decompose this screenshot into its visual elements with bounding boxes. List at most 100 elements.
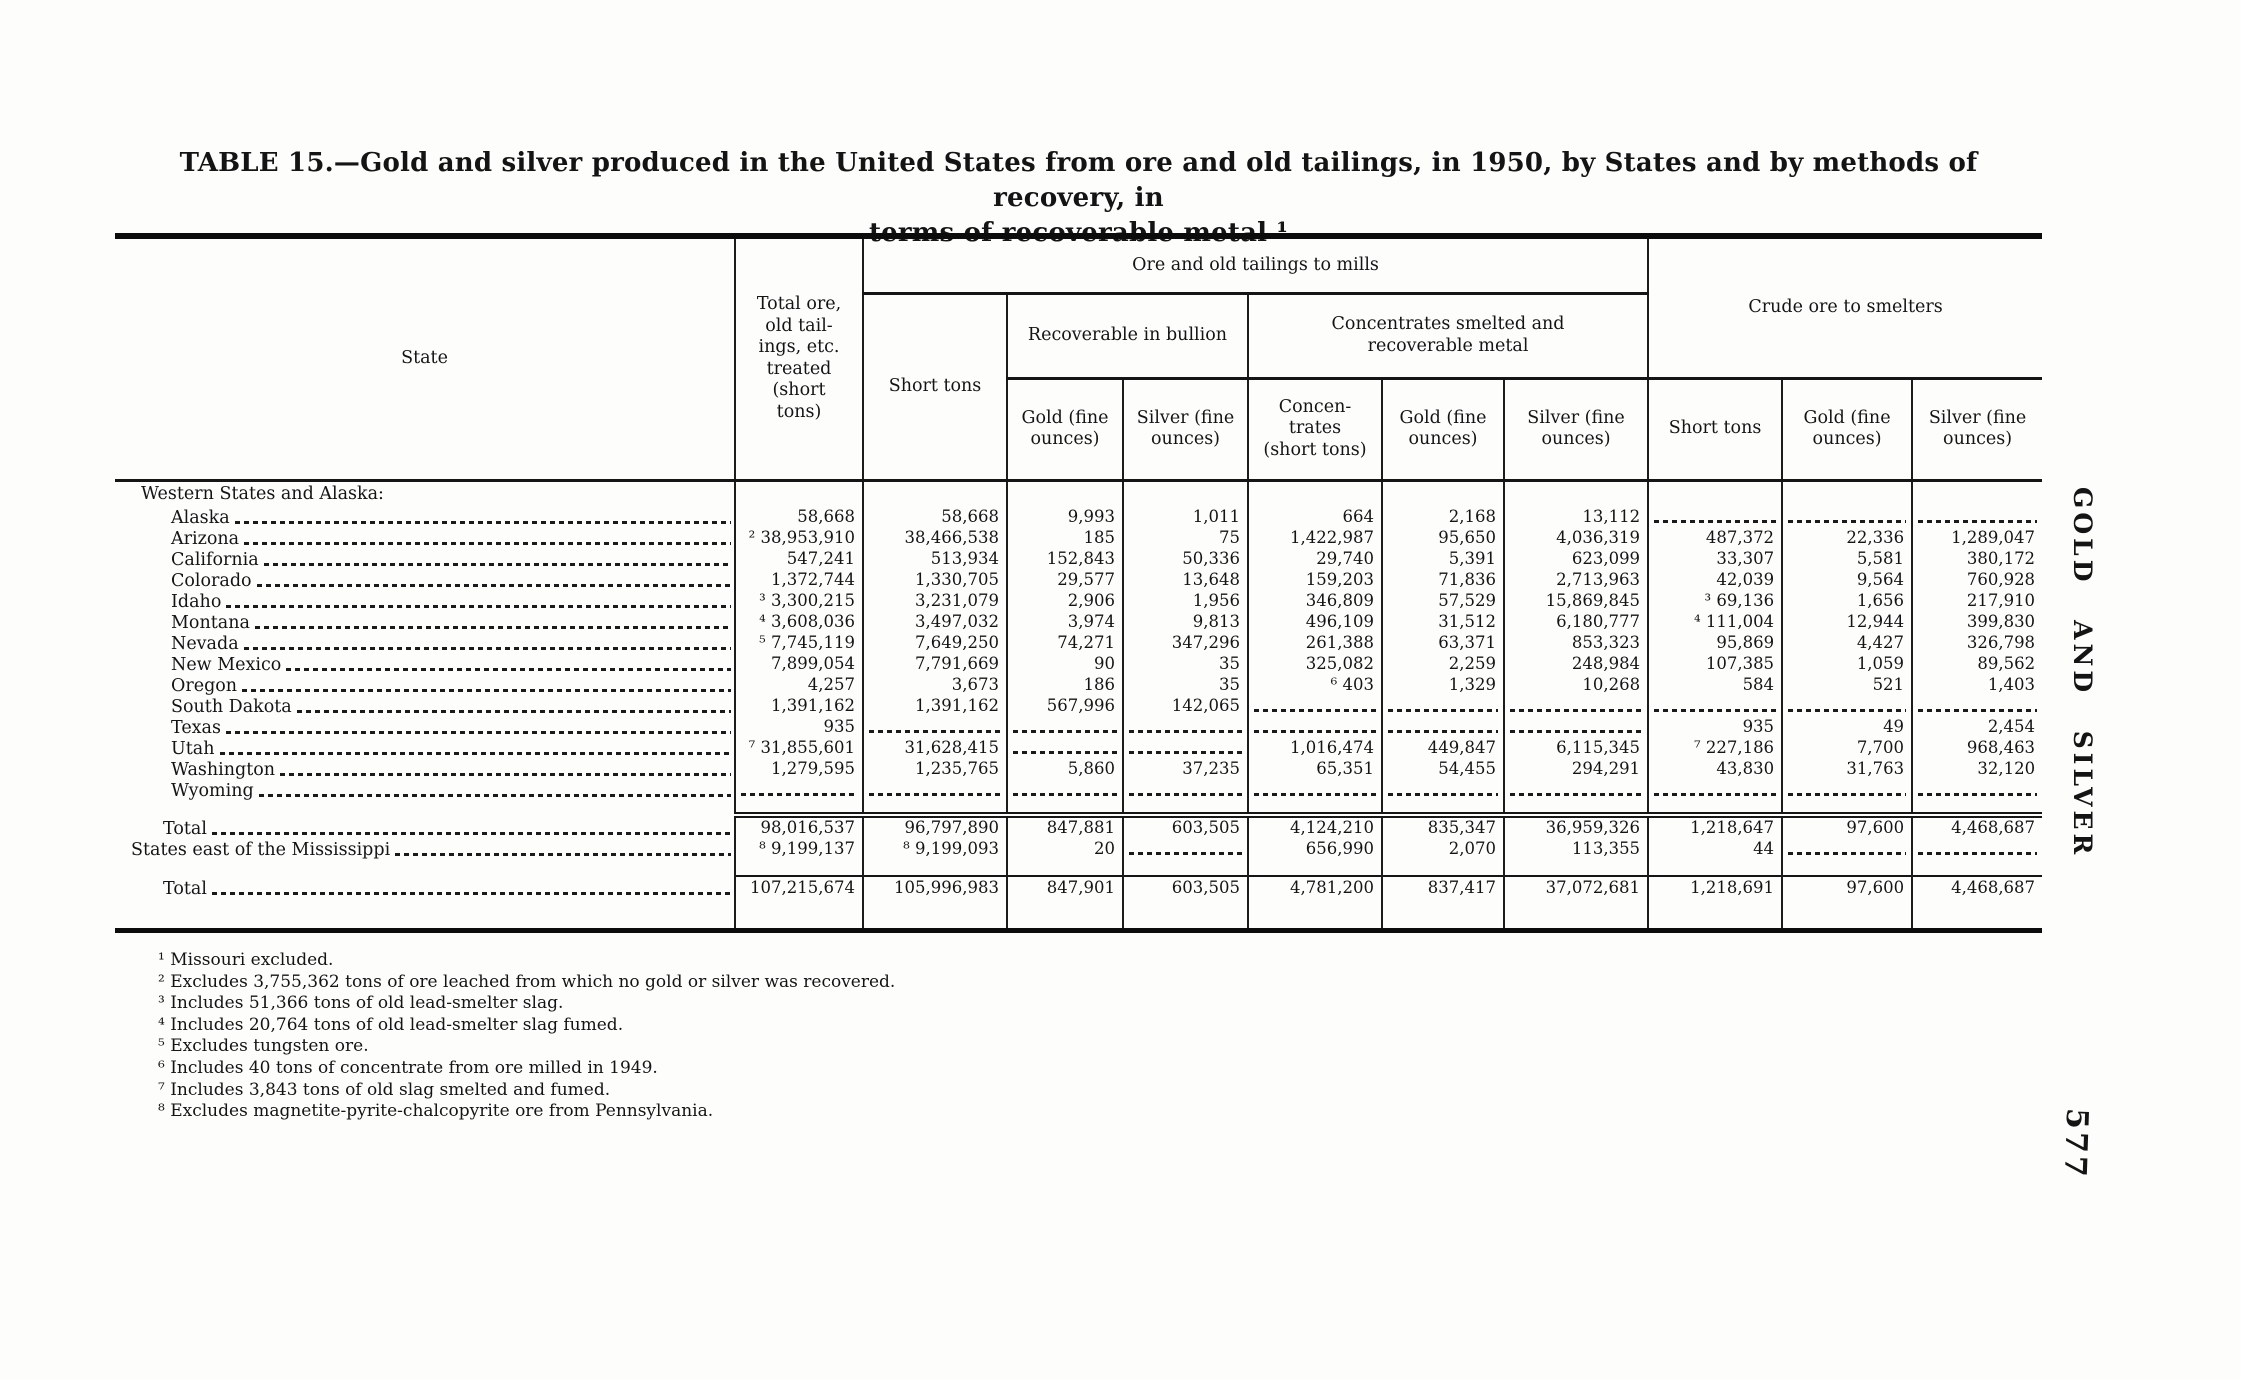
silver_bullion-cell: 37,235 (1122, 759, 1249, 780)
table-row: States east of the Mississippi ⁸ 9,199,13… (115, 838, 2043, 860)
mills_short_tons-cell: 105,996,983 (862, 874, 1008, 899)
concentrates-cell: 4,781,200 (1247, 874, 1383, 899)
concentrates-cell (1247, 696, 1383, 717)
footnote: ² Excludes 3,755,362 tons of ore leached… (158, 971, 896, 992)
row-label: States east of the Mississippi (115, 838, 736, 860)
spacer-cell (1647, 859, 1784, 876)
crude_short_tons-cell: 107,385 (1647, 654, 1784, 675)
dotted-leader (256, 584, 731, 587)
empty-dash (1510, 709, 1643, 712)
total_ore-cell: 58,668 (734, 507, 864, 528)
dotted-leader (254, 626, 731, 629)
silver_conc-cell: 37,072,681 (1502, 874, 1650, 899)
empty-dash (1129, 851, 1242, 855)
silver_bullion-cell: 142,065 (1122, 696, 1249, 717)
total_ore-cell: 935 (734, 717, 864, 738)
concentrates-cell (1247, 780, 1383, 801)
dotted-leader (226, 605, 731, 608)
row-label: Texas (115, 717, 736, 738)
mills_short_tons-cell: ⁸ 9,199,093 (862, 838, 1008, 860)
empty-dash (1788, 851, 1907, 855)
mills_short_tons-cell: 3,497,032 (862, 612, 1008, 633)
gold_crude-cell (1781, 780, 1914, 801)
silver_conc-cell: 4,036,319 (1502, 528, 1650, 549)
table-title-line1: TABLE 15.—Gold and silver produced in th… (179, 148, 1978, 213)
silver_bullion-cell (1122, 780, 1249, 801)
silver_bullion-cell (1122, 738, 1249, 759)
spacer-cell (1911, 898, 2043, 931)
row-label-text: Washington (171, 760, 276, 780)
row-label: Colorado (115, 570, 736, 591)
row-label: Arizona (115, 528, 736, 549)
gold_conc-cell: 71,836 (1381, 570, 1505, 591)
row-label-text: Montana (171, 613, 250, 633)
row-label: Total (115, 814, 736, 839)
row-label-text: Texas (171, 718, 221, 738)
spacer-cell (1122, 898, 1249, 931)
empty-dash (1388, 792, 1498, 796)
silver_crude-cell (1911, 780, 2043, 801)
table-row: New Mexico 7,899,054 7,791,669 90 35 325,082 2… (115, 654, 2043, 675)
concentrates-cell: 1,016,474 (1247, 738, 1383, 759)
column-header-total-ore: Total ore, old tail- ings, etc. treated … (734, 236, 864, 482)
gold_conc-cell: 837,417 (1381, 874, 1505, 899)
dotted-leader (211, 891, 731, 895)
gold_bullion-cell: 567,996 (1006, 696, 1124, 717)
mills_short_tons-cell: 513,934 (862, 549, 1008, 570)
concentrates-cell: 325,082 (1247, 654, 1383, 675)
footnote: ⁷ Includes 3,843 tons of old slag smelte… (158, 1079, 611, 1100)
row-label-text: Alaska (171, 508, 230, 528)
silver_bullion-cell: 35 (1122, 654, 1249, 675)
gold_conc-cell: 2,259 (1381, 654, 1505, 675)
total_ore-cell: 7,899,054 (734, 654, 864, 675)
gold_conc-cell: 54,455 (1381, 759, 1505, 780)
row-label-text: Nevada (171, 634, 239, 654)
row-label: Wyoming (115, 780, 736, 801)
table-row: Texas 935 935 49 2,454 (115, 717, 2043, 738)
row-label: Utah (115, 738, 736, 759)
silver_crude-cell: 217,910 (1911, 591, 2043, 612)
spacer-cell (1006, 859, 1124, 876)
gold_crude-cell (1781, 838, 1914, 860)
crude_short_tons-cell: 42,039 (1647, 570, 1784, 591)
empty-dash (1510, 792, 1643, 796)
footnote: ⁴ Includes 20,764 tons of old lead-smelt… (158, 1014, 624, 1035)
gold_bullion-cell: 90 (1006, 654, 1124, 675)
gold_bullion-cell: 847,901 (1006, 874, 1124, 899)
table-row: Utah ⁷ 31,855,601 31,628,415 1,016,474 449,8… (115, 738, 2043, 759)
table-row: Western States and Alaska: (115, 480, 2043, 507)
crude_short_tons-cell (1647, 480, 1784, 507)
silver_conc-cell: 2,713,963 (1502, 570, 1650, 591)
gold_bullion-cell: 847,881 (1006, 811, 1124, 839)
spacer-cell (1381, 898, 1505, 931)
silver_conc-cell (1502, 780, 1650, 801)
gold_conc-cell (1381, 696, 1505, 717)
gold_bullion-cell: 74,271 (1006, 633, 1124, 654)
table-row: Colorado 1,372,744 1,330,705 29,577 13,648 15… (115, 570, 2043, 591)
silver_bullion-cell (1122, 480, 1249, 507)
spacer-cell (1781, 898, 1914, 931)
gold_bullion-cell (1006, 717, 1124, 738)
gold_conc-cell: 449,847 (1381, 738, 1505, 759)
empty-dash (1654, 792, 1777, 796)
gold_conc-cell: 31,512 (1381, 612, 1505, 633)
gold_bullion-cell: 29,577 (1006, 570, 1124, 591)
spacer-cell (1647, 800, 1784, 815)
spacer-cell (1381, 859, 1505, 876)
crude_short_tons-cell: 584 (1647, 675, 1784, 696)
row-label: New Mexico (115, 654, 736, 675)
spacer-cell (115, 800, 736, 815)
empty-dash (1129, 751, 1242, 754)
silver_bullion-cell: 603,505 (1122, 874, 1249, 899)
empty-dash (1013, 730, 1117, 733)
row-label-text: Oregon (171, 676, 238, 696)
concentrates-cell: 159,203 (1247, 570, 1383, 591)
silver_conc-cell: 6,180,777 (1502, 612, 1650, 633)
crude_short_tons-cell (1647, 780, 1784, 801)
concentrates-cell: 65,351 (1247, 759, 1383, 780)
footnote: ¹ Missouri excluded. (158, 950, 334, 970)
spacer-cell (1647, 898, 1784, 931)
gold_crude-cell: 97,600 (1781, 874, 1914, 899)
spacer-cell (115, 898, 736, 931)
table-row: Total 98,016,537 96,797,890 847,881 603,505 4… (115, 811, 2043, 839)
